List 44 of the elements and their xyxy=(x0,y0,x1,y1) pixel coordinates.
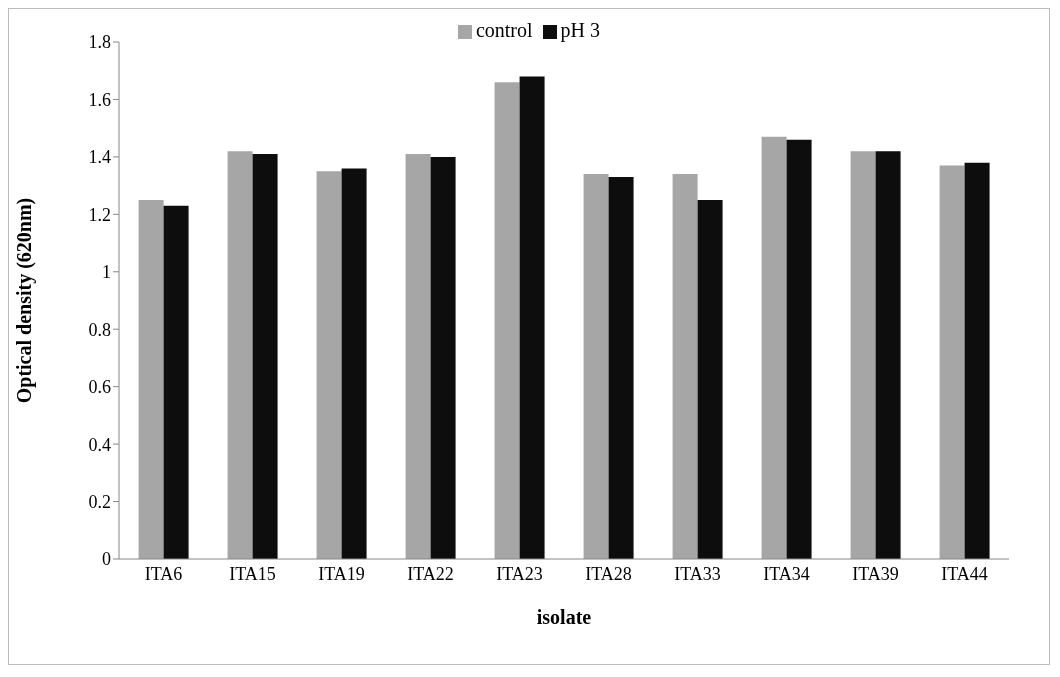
bar xyxy=(316,171,342,559)
bar xyxy=(608,176,634,559)
bar xyxy=(430,156,456,559)
y-tick-label: 1.6 xyxy=(88,89,111,110)
y-tick-label: 0 xyxy=(102,549,111,570)
y-tick-label: 0.8 xyxy=(88,319,111,340)
bar xyxy=(761,136,787,559)
x-tick-label: ITA6 xyxy=(144,563,183,584)
legend-label: control xyxy=(475,19,533,41)
bar xyxy=(939,165,965,559)
bar xyxy=(850,151,876,559)
x-tick-label: ITA28 xyxy=(585,563,632,584)
x-tick-label: ITA19 xyxy=(318,563,365,584)
bar xyxy=(786,139,812,559)
bar xyxy=(672,174,698,559)
bar xyxy=(341,168,367,559)
bar xyxy=(252,154,278,559)
y-tick-label: 1.4 xyxy=(88,147,111,168)
x-axis-title: isolate xyxy=(536,606,592,628)
bar xyxy=(494,82,520,559)
bar xyxy=(519,76,545,559)
y-axis-title: Optical density (620nm) xyxy=(13,197,37,404)
bar xyxy=(697,199,723,559)
y-tick-label: 0.2 xyxy=(88,491,111,512)
x-tick-label: ITA15 xyxy=(229,563,276,584)
legend-label: pH 3 xyxy=(560,19,601,41)
x-tick-label: ITA22 xyxy=(407,563,454,584)
bar xyxy=(163,205,189,559)
bar xyxy=(138,199,164,559)
y-tick-label: 1.2 xyxy=(88,204,111,225)
y-tick-label: 1.8 xyxy=(88,32,111,53)
bar xyxy=(405,154,431,559)
x-tick-label: ITA34 xyxy=(763,563,810,584)
x-tick-label: ITA23 xyxy=(496,563,543,584)
x-tick-label: ITA44 xyxy=(941,563,988,584)
bar xyxy=(583,174,609,559)
bar xyxy=(875,151,901,559)
y-tick-label: 0.6 xyxy=(88,377,111,398)
bar xyxy=(227,151,253,559)
y-tick-label: 1 xyxy=(102,262,111,283)
bar xyxy=(964,162,990,559)
x-tick-label: ITA33 xyxy=(674,563,721,584)
x-tick-label: ITA39 xyxy=(852,563,899,584)
y-tick-label: 0.4 xyxy=(88,434,111,455)
